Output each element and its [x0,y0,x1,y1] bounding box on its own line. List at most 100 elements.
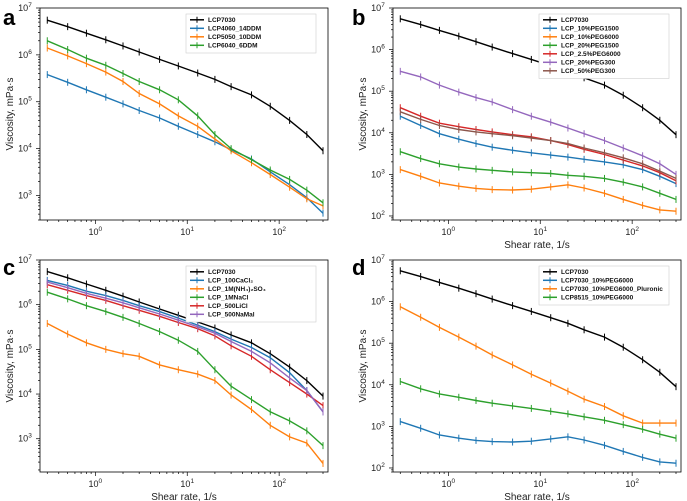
legend-item: LCP_100CaCl₂ [190,277,253,285]
series-line [399,306,676,424]
series-line [47,73,324,214]
y-tick-label: 106 [371,296,385,307]
legend-label: LCP_20%PEG1500 [561,43,619,50]
series-2 [46,319,324,467]
legend-item: LCP7030 [190,268,236,276]
y-tick-label: 105 [371,337,385,348]
x-tick-label: 102 [625,478,639,489]
legend-label: LCP_500LiCl [208,303,248,310]
series-line [400,115,677,185]
y-tick-label: 102 [371,210,385,221]
legend-item: LCP_20%PEG300 [543,59,616,67]
x-tick-label: 101 [533,478,547,489]
panel-c: c 100 101 102 103 104 105 106 107 Viscosity, mPa·… [3,254,329,501]
x-tick-label: 101 [180,478,194,489]
legend-item: LCP7030 [543,268,589,276]
legend-item: LCP_500NaMal [190,311,255,319]
series-3 [399,148,677,203]
y-tick-label: 105 [371,85,385,96]
series-line [400,70,677,175]
y-tick-label: 107 [18,254,32,265]
plot-frame [39,259,329,473]
series-1 [399,418,677,467]
panel-letter: c [3,255,15,280]
x-tick-label: 100 [89,226,103,237]
legend-label: LCP8515_10%PEG6000 [561,295,634,302]
series-5 [399,67,677,178]
series-line [47,284,324,407]
x-tick-label: 101 [180,226,194,237]
legend-label: LCP7030 [208,269,236,276]
legend-item: LCP8515_10%PEG6000 [543,294,634,302]
y-tick-label: 107 [371,254,385,265]
y-tick-label: 104 [371,379,385,390]
legend-label: LCP4060_14DDM [208,26,261,33]
legend-label: LCP7030_10%PEG6000_Pluronic [561,286,663,293]
legend-label: LCP_1M(NH₄)₂SO₄ [208,286,266,293]
legend-item: LCP5050_10DDM [190,33,261,41]
y-tick-label: 106 [18,49,32,60]
legend-label: LCP_10%PEG6000 [561,34,619,41]
x-axis-label: Shear rate, 1/s [151,492,217,501]
series-2 [399,166,677,215]
legend-item: LCP_2.5%PEG6000 [543,50,621,58]
series-1 [399,112,677,188]
y-tick-label: 103 [18,433,32,444]
legend-item: LCP7030_10%PEG6000_Pluronic [543,285,663,293]
series-3 [399,377,677,442]
panel-letter: b [352,5,365,30]
legend-item: LCP_10%PEG6000 [543,33,619,41]
series-line [400,420,677,464]
x-axis-label: Shear rate, 1/s [504,492,570,501]
series-6 [399,108,677,182]
y-tick-label: 103 [371,420,385,431]
y-tick-label: 107 [371,2,385,13]
legend-box [185,265,317,323]
series-3 [46,37,324,207]
legend-box [538,13,670,79]
legend-label: LCP_500NaMal [208,312,255,319]
series-line [47,40,324,204]
y-axis-label: Viscosity, mPa·s [358,78,369,151]
legend-label: LCP_10%PEG1500 [561,26,619,33]
y-tick-label: 104 [18,388,32,399]
y-axis-label: Viscosity, mPa·s [5,330,16,403]
series-2 [399,303,677,427]
y-tick-label: 103 [371,168,385,179]
series-line [400,111,677,180]
legend-label: LCP6040_6DDM [208,43,258,50]
series-line [400,270,677,388]
legend-item: LCP6040_6DDM [190,42,258,50]
y-tick-label: 105 [18,343,32,354]
series-0 [46,16,324,155]
legend-item: LCP4060_14DDM [190,25,261,33]
x-tick-label: 102 [625,226,639,237]
y-tick-label: 106 [371,44,385,55]
plot-frame [392,259,682,473]
panel-d: d 100 101 102 102 103 104 105 106 107 Viscosity, m… [352,254,682,501]
legend-box [185,13,317,54]
series-5 [46,278,324,416]
panel-b: b 100 101 102 102 103 104 105 106 107 Viscosity, m… [352,2,682,251]
y-tick-label: 106 [18,299,32,310]
panel-letter: a [3,5,16,30]
series-2 [46,44,324,210]
series-line [47,19,324,152]
series-3 [46,288,324,450]
y-tick-label: 107 [18,2,32,13]
plot-frame [39,7,329,221]
panel-letter: d [352,255,365,280]
x-tick-label: 100 [442,478,456,489]
legend-label: LCP7030 [561,269,589,276]
legend-label: LCP_100CaCl₂ [208,278,253,285]
y-tick-label: 104 [18,143,32,154]
series-line [400,168,677,212]
x-tick-label: 102 [272,226,286,237]
series-0 [399,267,677,391]
y-axis-label: Viscosity, mPa·s [358,330,369,403]
y-tick-label: 103 [18,189,32,200]
legend-item: LCP_50%PEG300 [543,67,616,75]
series-line [47,291,324,447]
y-tick-label: 102 [371,462,385,473]
legend-item: LCP7030 [190,16,236,24]
